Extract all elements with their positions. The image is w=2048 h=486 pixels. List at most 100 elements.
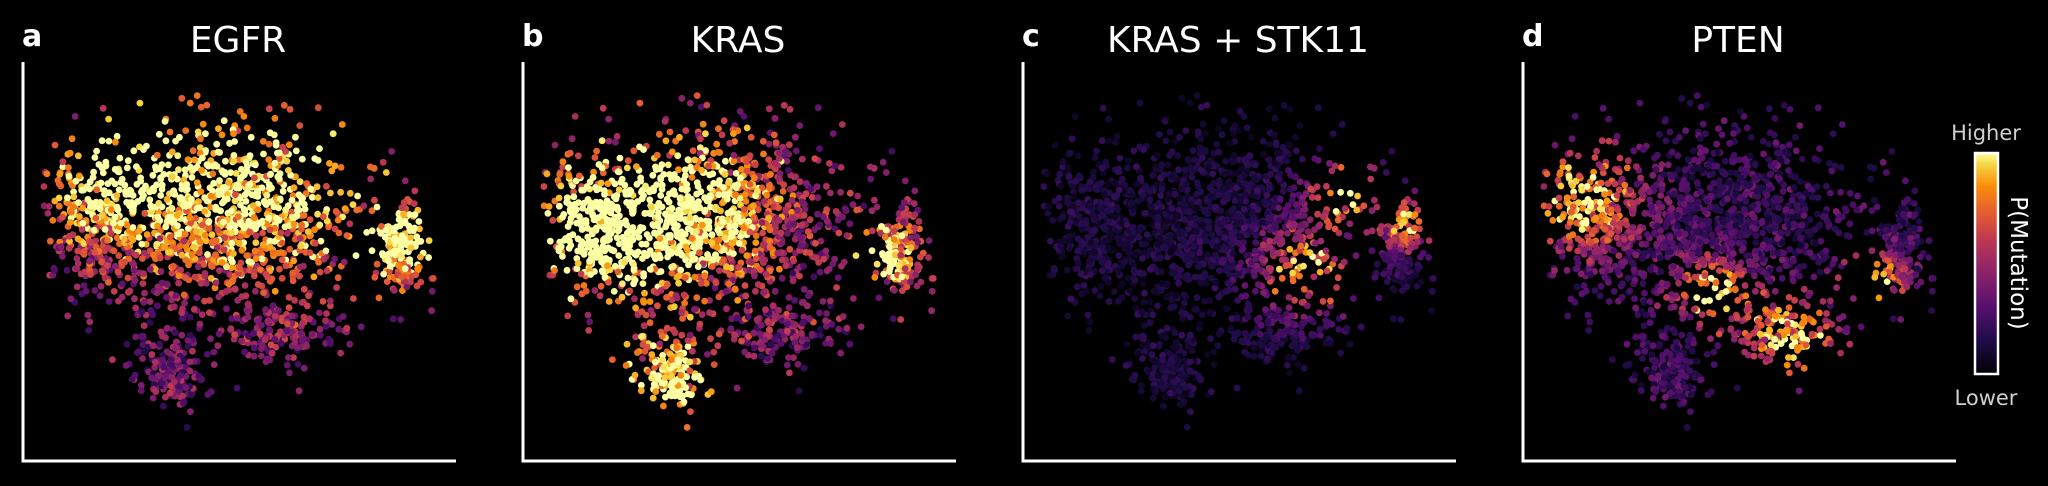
scatter-point [1125,249,1132,257]
scatter-point [619,280,626,288]
scatter-point [613,132,621,140]
scatter-point [158,279,166,287]
scatter-point [752,287,759,295]
scatter-point [1266,237,1274,245]
scatter-point [269,302,277,310]
scatter-point [708,231,716,239]
scatter-point [220,246,228,254]
scatter-point [59,158,67,166]
scatter-point [1215,191,1223,199]
scatter-point [789,215,797,222]
scatter-point [912,271,920,279]
scatter-point [786,245,794,253]
scatter-point [1316,145,1323,153]
scatter-point [635,227,643,235]
scatter-point [627,234,635,242]
scatter-point [187,408,194,415]
scatter-point [798,155,806,163]
scatter-point [49,217,57,224]
scatter-point [822,317,829,325]
scatter-point [1286,245,1294,253]
scatter-point [118,293,126,301]
scatter-point [713,244,721,251]
scatter-point [766,226,774,234]
scatter-point [170,303,178,311]
scatter-point [332,208,340,215]
scatter-point [882,226,890,234]
scatter-point [679,392,687,400]
scatter-point [245,302,253,310]
scatter-point [186,358,194,366]
scatter-point [163,217,171,225]
scatter-point [114,168,122,176]
scatter-point [897,251,905,259]
scatter-point [149,342,157,350]
scatter-point [601,191,608,198]
scatter-point [242,292,250,300]
scatter-point [1247,133,1255,141]
scatter-point [1178,251,1186,259]
scatter-point [190,306,198,313]
scatter-point [214,342,222,350]
scatter-point [180,291,188,299]
scatter-point [186,99,194,107]
scatter-point [703,351,711,358]
scatter-point [114,206,122,214]
scatter-point [860,202,868,210]
scatter-point [377,229,385,237]
scatter-point [97,282,105,290]
scatter-point [621,181,629,189]
scatter-point [305,292,312,300]
scatter-point [212,203,220,211]
scatter-point [133,163,140,171]
scatter-point [681,230,689,238]
scatter-point [890,227,898,235]
scatter-point [250,329,257,337]
scatter-point [1294,206,1301,214]
scatter-point [721,171,729,178]
scatter-point [714,342,722,350]
scatter-point [646,196,654,204]
scatter-point [178,94,186,102]
scatter-point [64,194,71,202]
scatter-point [688,234,696,242]
scatter-point [1276,195,1284,203]
scatter-point [1232,184,1240,192]
scatter-point [567,295,575,303]
scatter-point [98,258,105,266]
scatter-point [707,192,715,200]
scatter-point [929,275,937,282]
scatter-point [180,201,188,208]
scatter-point [218,259,226,266]
scatter-point [326,160,333,167]
scatter-point [162,137,170,145]
scatter-point [603,197,611,205]
scatter-point [93,147,100,155]
scatter-point [1227,325,1235,333]
scatter-point [775,216,783,224]
scatter-point [667,356,675,363]
scatter-point [1230,152,1238,159]
scatter-point [178,331,186,339]
scatter-point [701,272,709,279]
scatter-point [1260,289,1267,296]
scatter-point [1158,186,1166,193]
scatter-point [186,313,194,321]
scatter-point [98,211,106,219]
scatter-point [283,157,291,165]
scatter-point [123,221,131,229]
scatter-point [1181,230,1189,238]
scatter-point [718,259,726,266]
scatter-point [663,195,671,203]
scatter-point [693,294,701,301]
scatter-point [715,125,722,132]
scatter-point [649,171,657,179]
scatter-point [1130,261,1137,268]
scatter-point [98,137,106,145]
scatter-point [760,289,767,296]
scatter-point [574,152,582,160]
scatter-point [743,252,751,259]
scatter-point [718,131,726,139]
scatter-point [782,148,789,155]
scatter-point [411,224,418,232]
